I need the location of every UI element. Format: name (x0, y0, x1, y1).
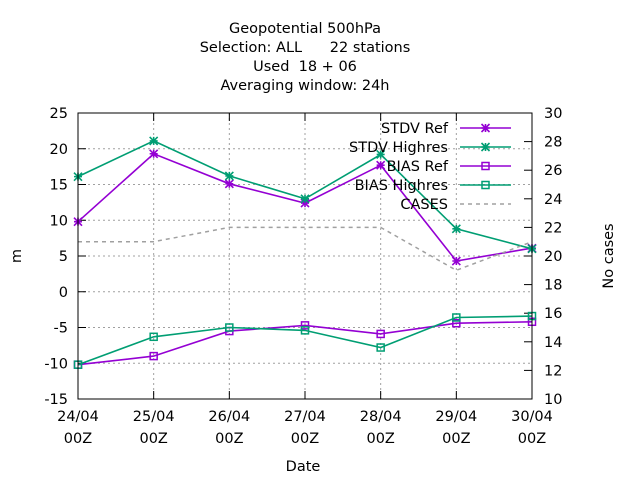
chart-title-line-1: Geopotential 500hPa (229, 21, 381, 37)
y-tick-label: -5 (54, 321, 68, 337)
y-tick-label: 10 (50, 213, 68, 229)
legend-marker-stdv-ref (480, 123, 491, 133)
legend-label-bias-highres: BIAS Highres (355, 178, 448, 194)
y2-tick-label: 30 (544, 106, 562, 122)
y2-tick-label: 24 (544, 192, 562, 208)
legend-label-bias-ref: BIAS Ref (387, 159, 449, 175)
data-point-bias-highres (376, 343, 385, 352)
chart-title-line-3: Used 18 + 06 (253, 59, 357, 75)
y-tick-label: -15 (44, 392, 68, 408)
x-tick-label-time: 00Z (291, 431, 319, 447)
data-point-stdv-ref (300, 198, 310, 208)
x-tick-label-date: 24/04 (57, 409, 99, 425)
y2-tick-label: 12 (544, 363, 562, 379)
chart-title-line-2: Selection: ALL 22 stations (200, 40, 411, 56)
x-tick-label-date: 28/04 (360, 409, 402, 425)
series-line-bias-ref (77, 321, 533, 366)
y-tick-label: 5 (59, 249, 68, 265)
data-point-stdv-highres (376, 149, 386, 160)
legend-marker-stdv-highres (480, 142, 491, 152)
y-tick-label: 15 (50, 178, 68, 194)
data-point-bias-ref (376, 329, 385, 339)
y2-tick-label: 28 (544, 135, 562, 151)
y2-tick-label: 26 (544, 163, 562, 179)
series-bias-highres (73, 311, 537, 369)
series-cases (78, 226, 533, 272)
y-tick-label: 20 (50, 142, 68, 158)
data-point-stdv-ref (149, 149, 159, 159)
data-point-bias-highres (149, 332, 158, 342)
series-line-cases (78, 226, 533, 272)
x-tick-label-time: 00Z (139, 431, 167, 447)
series (73, 136, 537, 369)
x-tick-label-time: 00Z (518, 431, 546, 447)
data-point-stdv-highres (451, 224, 461, 234)
axis-ticks: -15 -10 -5 0 5 10 15 20 25 10 12 14 16 18 20 22 24 26 28 30… (44, 106, 562, 447)
data-point-bias-ref (149, 351, 158, 361)
y-tick-label: 0 (59, 285, 68, 301)
plot-border (77, 112, 533, 400)
legend: STDV Ref STDV Highres BIAS Ref BIAS Highres… (349, 121, 511, 213)
x-tick-label-date: 30/04 (511, 409, 553, 425)
legend-marker-bias-highres (481, 180, 490, 190)
legend-marker-bias-ref (481, 161, 490, 171)
x-tick-label-date: 27/04 (284, 409, 326, 425)
y-axis-title: m (9, 249, 25, 263)
data-point-bias-ref (300, 321, 310, 330)
data-point-bias-ref (452, 318, 461, 328)
data-point-stdv-ref (376, 160, 386, 170)
data-point-bias-highres (300, 326, 310, 335)
y-tick-label: -10 (44, 356, 68, 372)
y2-tick-label: 22 (544, 220, 562, 236)
y2-tick-label: 10 (544, 392, 562, 408)
series-line-bias-highres (77, 315, 533, 366)
data-point-bias-highres (225, 323, 234, 332)
y2-tick-label: 18 (544, 278, 562, 294)
x-tick-label-date: 26/04 (208, 409, 250, 425)
y2-tick-label: 16 (544, 306, 562, 322)
data-point-stdv-highres (300, 194, 310, 204)
chart-title-line-4: Averaging window: 24h (220, 78, 389, 94)
x-tick-label-date: 25/04 (133, 409, 175, 425)
data-point-bias-highres (452, 313, 461, 322)
y2-tick-label: 14 (544, 335, 562, 351)
y-tick-label: 25 (50, 106, 68, 122)
x-tick-label-time: 00Z (442, 431, 470, 447)
data-point-stdv-highres (149, 136, 159, 146)
x-tick-label-time: 00Z (215, 431, 243, 447)
y2-tick-label: 20 (544, 249, 562, 265)
x-axis-title: Date (286, 459, 321, 475)
data-point-stdv-ref (224, 179, 234, 189)
data-point-stdv-highres (224, 171, 234, 181)
legend-label-stdv-highres: STDV Highres (349, 140, 448, 156)
x-tick-label-time: 00Z (366, 431, 394, 447)
data-point-stdv-ref (451, 256, 461, 266)
x-tick-label-date: 29/04 (435, 409, 477, 425)
x-tick-label-time: 00Z (64, 431, 92, 447)
y2-axis-title: No cases (601, 223, 617, 288)
legend-label-stdv-ref: STDV Ref (381, 121, 449, 137)
legend-label-cases: CASES (400, 197, 448, 213)
